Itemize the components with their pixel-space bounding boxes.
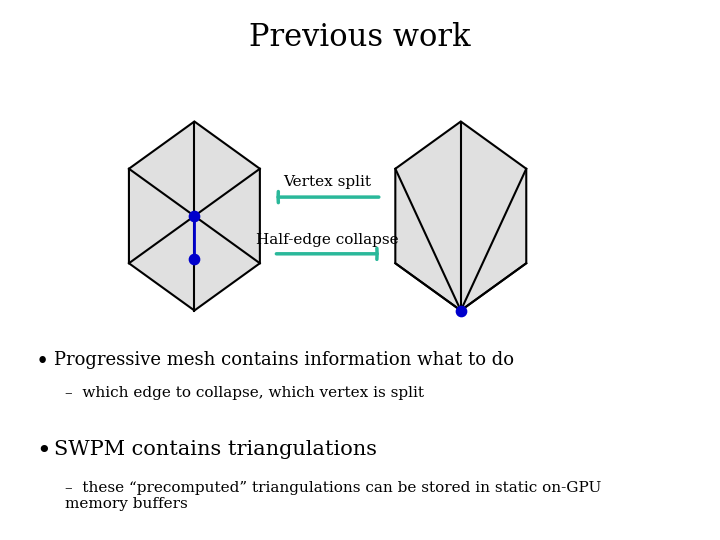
Text: –  these “precomputed” triangulations can be stored in static on-GPU
memory buff: – these “precomputed” triangulations can… bbox=[65, 481, 601, 511]
Polygon shape bbox=[395, 122, 526, 310]
Point bbox=[189, 212, 200, 220]
Text: SWPM contains triangulations: SWPM contains triangulations bbox=[54, 440, 377, 459]
Text: Progressive mesh contains information what to do: Progressive mesh contains information wh… bbox=[54, 351, 514, 369]
Polygon shape bbox=[129, 122, 260, 310]
Text: •: • bbox=[36, 351, 49, 373]
Text: –  which edge to collapse, which vertex is split: – which edge to collapse, which vertex i… bbox=[65, 386, 424, 400]
Point bbox=[189, 254, 200, 263]
Text: Previous work: Previous work bbox=[249, 22, 471, 52]
Text: •: • bbox=[36, 440, 50, 463]
Text: Vertex split: Vertex split bbox=[284, 175, 372, 189]
Point bbox=[455, 306, 467, 315]
Text: Half-edge collapse: Half-edge collapse bbox=[256, 233, 399, 247]
